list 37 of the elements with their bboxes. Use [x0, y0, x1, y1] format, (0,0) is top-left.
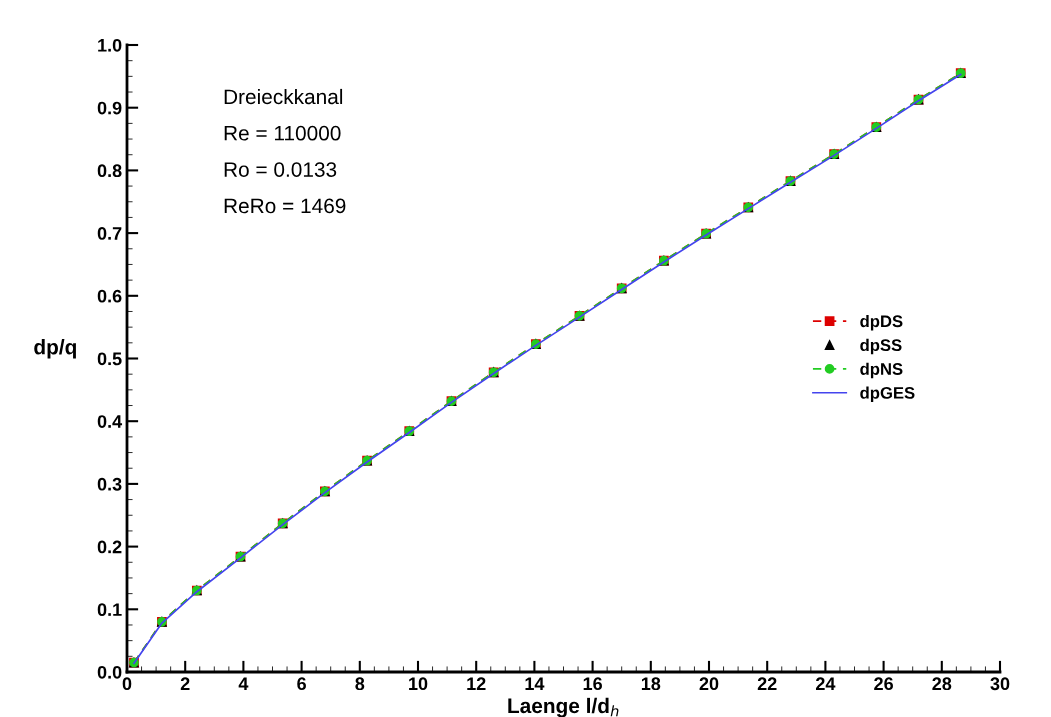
x-tick-label: 2	[180, 677, 190, 690]
x-tick-label: 10	[409, 677, 428, 691]
annotation: ReRo = 1469	[224, 198, 346, 214]
x-tick-label: 18	[641, 677, 661, 691]
x-tick-label: 14	[525, 677, 545, 690]
x-tick-label: 20	[699, 677, 719, 691]
x-tick-label: 4	[238, 677, 249, 690]
y-tick-label: 0.1	[97, 603, 122, 617]
x-tick-label: 16	[583, 677, 602, 691]
y-tick-label: 1.0	[98, 38, 122, 52]
x-tick-label: 22	[757, 677, 777, 690]
x-tick-label: 0	[122, 677, 132, 691]
legend-label: dpSS	[860, 338, 902, 355]
y-tick-label: 0.8	[97, 164, 122, 178]
legend-label: dpGES	[860, 386, 915, 403]
x-tick-label: 12	[467, 677, 486, 690]
x-tick-label: 24	[815, 677, 836, 690]
y-axis-title: dp/q	[34, 339, 76, 359]
y-tick-label: 0.7	[97, 227, 122, 240]
y-tick-label: 0.0	[97, 665, 122, 679]
annotation: Re = 110000	[224, 125, 341, 141]
x-tick-label: 8	[355, 677, 365, 691]
y-tick-label: 0.4	[97, 415, 123, 428]
y-tick-label: 0.2	[97, 540, 122, 554]
annotation: Dreieckkanal	[224, 88, 343, 105]
x-tick-label: 28	[932, 677, 952, 691]
y-tick-label: 0.9	[97, 101, 122, 115]
y-tick-label: 0.5	[97, 352, 122, 366]
annotation: Ro = 0.0133	[224, 162, 337, 177]
legend-label: dpNS	[860, 362, 903, 379]
x-axis-title: Laenge l/d$_{h}$	[508, 697, 619, 717]
x-tick-label: 26	[874, 677, 893, 691]
x-tick-label: 6	[297, 677, 306, 691]
y-tick-label: 0.3	[97, 477, 122, 491]
y-tick-label: 0.6	[97, 289, 122, 303]
x-tick-label: 30	[990, 677, 1010, 691]
legend-label: dpDS	[860, 314, 903, 331]
